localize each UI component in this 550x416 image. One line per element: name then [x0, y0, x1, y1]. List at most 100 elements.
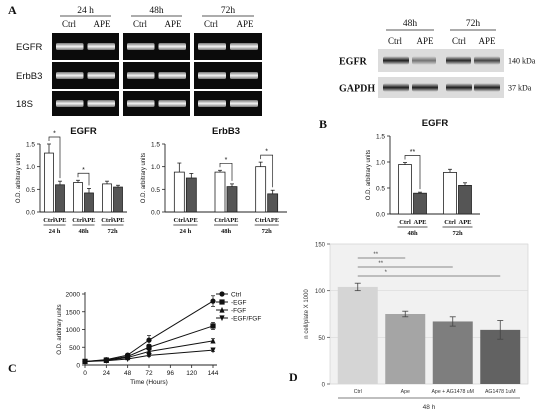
x-lane-label: Ctrl — [101, 217, 113, 224]
bar-ctrl — [44, 152, 54, 213]
legend-label: -EGF/FGF — [231, 316, 261, 323]
x-category-label: 72h — [107, 228, 118, 235]
x-category-label: 48h — [78, 228, 89, 235]
bar-ape — [84, 192, 94, 213]
marker-triangle-up — [219, 306, 225, 313]
x-tick-label: 24 — [103, 370, 111, 377]
x-lane-label: Ctrl — [399, 219, 411, 226]
bar-ape — [413, 192, 427, 215]
marker-triangle-down — [210, 347, 216, 354]
significance-label: ** — [378, 261, 383, 267]
x-lane-label: APE — [112, 217, 125, 224]
y-tick-label: 0.5 — [26, 187, 35, 194]
y-axis-label: O.D. arbitrary units — [57, 304, 63, 354]
gel-rt-row-label: EGFR — [16, 42, 43, 53]
gel-rt-lane-ctrl: Ctrl — [204, 19, 219, 29]
x-category-label: Ape — [401, 389, 410, 395]
gel-wb-weight: 140 kDa — [508, 57, 536, 66]
x-lane-label: APE — [83, 217, 96, 224]
gel-wb-band — [474, 83, 500, 92]
y-tick-label: 1.0 — [376, 160, 385, 167]
x-lane-label: APE — [54, 217, 67, 224]
marker-triangle-up — [210, 337, 216, 344]
bar-ape — [267, 193, 279, 213]
gel-wb-band — [412, 83, 438, 92]
gel-rt-band — [158, 100, 186, 107]
chart-title: EGFR — [422, 118, 449, 129]
panel-letter-c: C — [8, 361, 17, 375]
gel-rt-band — [198, 100, 226, 107]
marker-circle — [210, 298, 216, 304]
x-category-label: 24 h — [49, 228, 61, 235]
bar — [385, 314, 426, 384]
gel-rt-group-label: 24 h — [77, 6, 94, 16]
chart-growth-curve: 0 500 1000 1500 2000 0 24 48 72 96 120 144 Time (Hou… — [57, 291, 261, 386]
y-tick-label: 0.0 — [26, 210, 35, 217]
panel-letter-b: B — [319, 117, 327, 131]
gel-rt-band — [198, 72, 226, 79]
gel-wb-band — [446, 56, 471, 65]
gel-rt-band — [56, 100, 84, 107]
y-tick-label: 50 — [318, 336, 325, 342]
bar-ctrl — [255, 166, 267, 213]
gel-rt-band — [127, 43, 155, 50]
x-lane-label: Ctrl — [43, 217, 55, 224]
gel-rt-band — [230, 43, 258, 50]
significance-label: * — [265, 149, 268, 156]
x-lane-label: Ctrl — [444, 219, 456, 226]
bar-ape — [458, 184, 472, 215]
y-axis-label: O.D. arbitrary units — [366, 150, 372, 200]
x-category-label: 24 h — [179, 228, 191, 235]
gel-rt-band — [87, 100, 115, 107]
gel-wb-membrane — [378, 49, 504, 72]
marker-triangle-down — [125, 356, 131, 363]
significance-bracket — [48, 136, 61, 179]
y-tick-label: 0.0 — [151, 210, 160, 217]
bar-ape — [113, 186, 123, 213]
y-tick-label: 0.0 — [376, 212, 385, 219]
x-lane-label: Ctrl — [72, 217, 84, 224]
y-tick-label: 0 — [76, 363, 80, 370]
x-axis-label: 48 h — [423, 404, 436, 411]
y-tick-label: 1.5 — [26, 142, 35, 149]
y-tick-label: 2000 — [66, 292, 81, 299]
chart-erbb3-mrna: ErbB3 0.0 0.5 1.0 1.5 O.D. arbitrary units Ctr… — [141, 126, 287, 235]
x-category-label: 72h — [452, 230, 463, 237]
bar-ape — [55, 184, 65, 213]
bar — [337, 286, 378, 384]
gel-rt-band — [87, 72, 115, 79]
gel-wb-band — [383, 83, 409, 92]
bar-ctrl — [214, 171, 226, 213]
x-lane-label: APE — [459, 219, 472, 226]
x-category-label: AG1478 1uM — [485, 389, 516, 395]
x-category-label: 48h — [407, 230, 418, 237]
y-tick-label: 100 — [315, 289, 326, 295]
marker-square — [146, 344, 152, 350]
x-tick-label: 0 — [83, 370, 87, 377]
chart-egfr-mrna: EGFR 0.0 0.5 1.0 1.5 O.D. arbitrary units Ctrl… — [16, 126, 127, 235]
gel-rt-band — [56, 43, 84, 50]
legend-label: -EGF — [231, 300, 247, 307]
gel-rt-band — [87, 43, 115, 50]
y-tick-label: 1500 — [66, 309, 81, 316]
gel-rt-lane-ape: APE — [164, 19, 182, 29]
bar-ctrl — [398, 164, 412, 215]
gel-rt-row-label: 18S — [16, 99, 33, 110]
x-tick-label: 120 — [186, 370, 197, 377]
gel-rt-band — [127, 72, 155, 79]
significance-bracket — [219, 162, 233, 181]
bar-ctrl — [443, 171, 457, 215]
x-axis-label: Time (Hours) — [130, 379, 168, 386]
marker-circle — [219, 291, 225, 297]
gel-wb-band — [383, 56, 409, 65]
gel-rt-lane-ape: APE — [93, 19, 111, 29]
gel-wb-lane-ape: APE — [478, 36, 496, 46]
marker-circle — [146, 337, 152, 343]
marker-triangle-down — [82, 358, 88, 365]
gel-wb-group-label: 72h — [466, 19, 481, 29]
marker-triangle-down — [219, 315, 225, 322]
bar — [432, 321, 473, 384]
significance-bracket — [404, 155, 421, 190]
